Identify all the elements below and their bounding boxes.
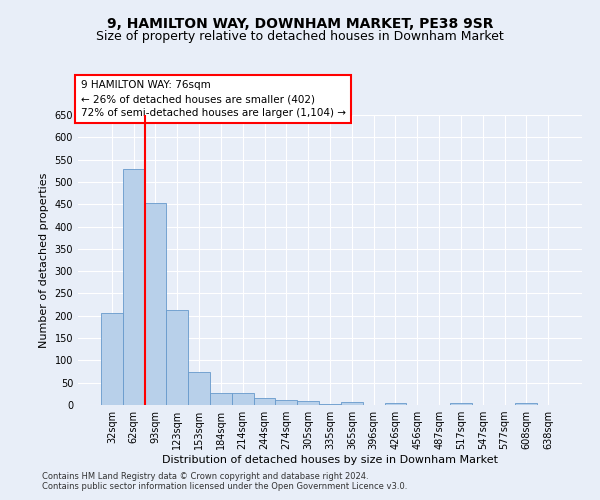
Bar — [385, 403, 406, 405]
Bar — [515, 403, 537, 405]
Bar — [210, 393, 232, 405]
Bar — [101, 312, 123, 405]
Bar — [254, 398, 275, 405]
Bar — [145, 204, 166, 405]
Bar — [319, 404, 341, 405]
Text: Contains public sector information licensed under the Open Government Licence v3: Contains public sector information licen… — [42, 482, 407, 491]
Y-axis label: Number of detached properties: Number of detached properties — [39, 172, 49, 348]
Text: Contains HM Land Registry data © Crown copyright and database right 2024.: Contains HM Land Registry data © Crown c… — [42, 472, 368, 481]
Bar — [275, 400, 297, 405]
Bar — [341, 402, 363, 405]
Text: 9 HAMILTON WAY: 76sqm
← 26% of detached houses are smaller (402)
72% of semi-det: 9 HAMILTON WAY: 76sqm ← 26% of detached … — [80, 80, 346, 118]
Text: 9, HAMILTON WAY, DOWNHAM MARKET, PE38 9SR: 9, HAMILTON WAY, DOWNHAM MARKET, PE38 9S… — [107, 18, 493, 32]
Bar — [297, 402, 319, 405]
X-axis label: Distribution of detached houses by size in Downham Market: Distribution of detached houses by size … — [162, 455, 498, 465]
Bar — [123, 168, 145, 405]
Text: Size of property relative to detached houses in Downham Market: Size of property relative to detached ho… — [96, 30, 504, 43]
Bar — [232, 393, 254, 405]
Bar — [450, 403, 472, 405]
Bar — [188, 372, 210, 405]
Bar — [166, 310, 188, 405]
